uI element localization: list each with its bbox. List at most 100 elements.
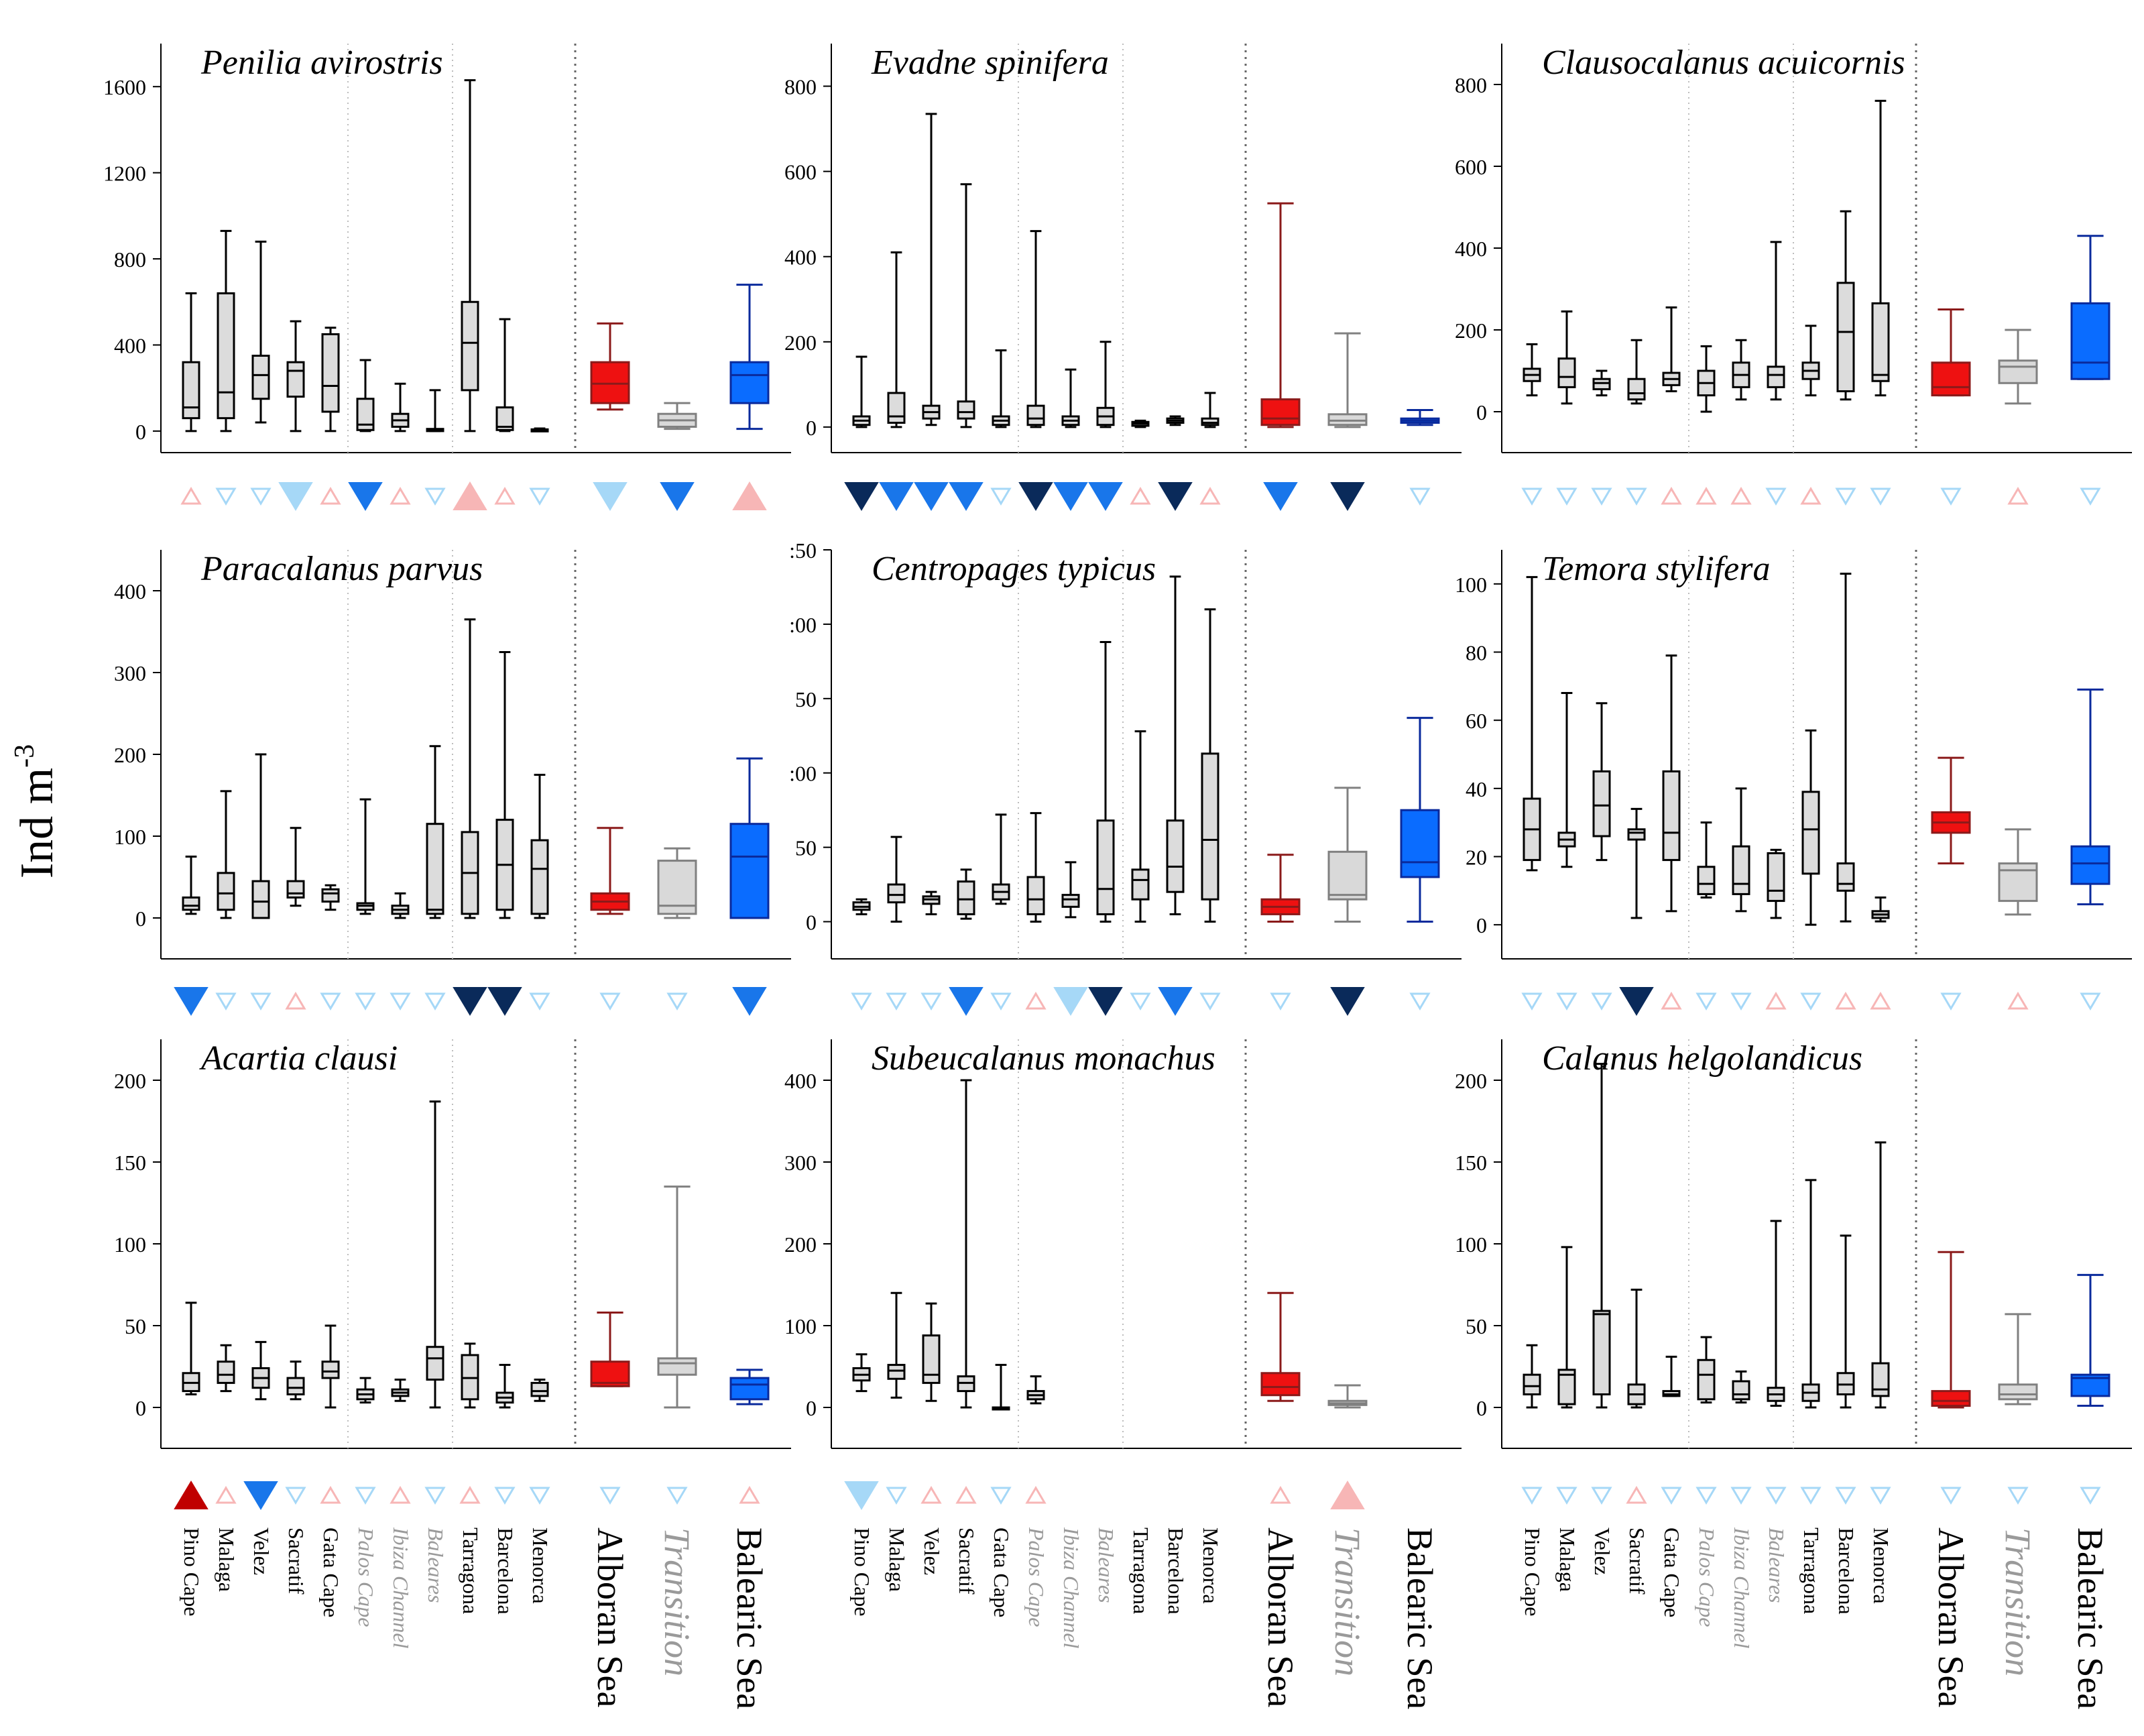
- iqr-box: [286, 361, 305, 398]
- iqr-box: [251, 880, 270, 919]
- iqr-box: [922, 1334, 941, 1384]
- y-tick-label: 50: [125, 1314, 146, 1338]
- region-box: [590, 827, 630, 915]
- station-box: [391, 382, 410, 432]
- station-trend-marker: [529, 1487, 550, 1505]
- y-tick-label: 0: [135, 420, 146, 444]
- region-box: [1931, 308, 1971, 397]
- station-label: Malaga: [885, 1527, 909, 1592]
- station-trend-marker: [949, 482, 984, 511]
- region-trend-marker: [1940, 992, 1962, 1010]
- station-box: [1201, 608, 1219, 923]
- iqr-box: [530, 839, 549, 915]
- station-box: [1592, 369, 1611, 397]
- station-trend-marker: [886, 992, 907, 1010]
- station-box: [922, 1302, 941, 1402]
- station-box: [1697, 345, 1716, 413]
- station-trend-marker: [879, 482, 914, 511]
- y-axis-label-exponent: -3: [9, 744, 40, 768]
- station-trend-marker: [1053, 482, 1088, 511]
- y-tick-label: 0: [135, 907, 146, 931]
- station-trend-marker: [215, 1486, 237, 1504]
- station-box: [1166, 575, 1185, 915]
- iqr-box: [426, 1346, 444, 1381]
- station-box: [1627, 1288, 1646, 1409]
- station-trend-marker: [1835, 487, 1856, 506]
- station-trend-marker: [424, 487, 446, 506]
- iqr-box: [1836, 862, 1855, 892]
- station-trend-marker: [285, 992, 306, 1010]
- station-trend-marker: [1591, 487, 1612, 506]
- station-trend-marker: [1695, 487, 1717, 505]
- station-trend-marker: [1695, 1487, 1717, 1505]
- station-box: [461, 618, 479, 919]
- station-box: [957, 183, 975, 428]
- station-box: [992, 1364, 1010, 1411]
- region-trend-marker: [2080, 487, 2101, 506]
- station-trend-marker: [990, 487, 1012, 506]
- y-tick-label: 600: [784, 160, 817, 184]
- y-tick-label: 400: [1455, 237, 1487, 261]
- y-axis-label: Ind m-3: [9, 744, 63, 878]
- panel-title: Penilia avirostris: [200, 44, 443, 82]
- station-trend-marker: [320, 992, 341, 1010]
- station-trend-marker: [1556, 487, 1577, 506]
- station-box: [1131, 730, 1150, 923]
- station-box: [1767, 241, 1785, 401]
- station-trend-marker: [1661, 487, 1682, 505]
- iqr-box: [1026, 404, 1045, 426]
- station-trend-marker: [1199, 487, 1221, 505]
- station-trend-marker: [886, 1487, 907, 1505]
- region-box: [1998, 329, 2038, 405]
- station-box: [182, 1301, 200, 1395]
- iqr-box: [1836, 282, 1855, 392]
- region-trend-marker: [660, 482, 695, 511]
- station-box: [1871, 1141, 1890, 1409]
- region-box: [2070, 235, 2110, 380]
- panel-1: 0 400 800 1200 1600 Penilia avirostris: [103, 44, 791, 511]
- y-tick-label: 0: [135, 1396, 146, 1420]
- iqr-box: [1767, 365, 1785, 388]
- iqr-box: [1327, 850, 1368, 901]
- station-trend-marker: [1521, 1487, 1543, 1505]
- iqr-box: [1061, 894, 1080, 908]
- region-label: Alboran Sea: [1931, 1527, 1971, 1707]
- station-label: Gata Cape: [1660, 1527, 1684, 1617]
- region-box: [2070, 688, 2110, 906]
- station-label: Menorca: [1199, 1527, 1223, 1604]
- y-tick-label: 0: [1476, 913, 1487, 937]
- station-label: Gata Cape: [319, 1527, 343, 1617]
- station-trend-marker: [1088, 482, 1123, 511]
- region-trend-marker: [1270, 992, 1291, 1010]
- station-box: [1026, 1375, 1045, 1405]
- panel-title: Paracalanus parvus: [200, 550, 483, 588]
- region-box: [1260, 854, 1301, 923]
- region-box: [657, 402, 697, 430]
- iqr-box: [1998, 1383, 2038, 1401]
- station-label: Velez: [1590, 1527, 1614, 1575]
- region-box: [1998, 1313, 2038, 1405]
- station-box: [1201, 392, 1219, 428]
- station-box: [1801, 325, 1820, 397]
- y-tick-label: 300: [784, 1151, 817, 1175]
- station-trend-marker: [1626, 1486, 1647, 1504]
- iqr-box: [957, 400, 975, 420]
- y-tick-label: 300: [114, 661, 146, 685]
- station-box: [391, 1379, 410, 1402]
- y-tick-label: 100: [114, 1232, 146, 1257]
- station-label: Baleares: [1094, 1527, 1118, 1603]
- station-box: [321, 327, 340, 432]
- station-trend-marker: [914, 482, 949, 511]
- station-box: [426, 389, 444, 432]
- region-trend-marker: [1940, 487, 1962, 506]
- panel-title: Calanus helgolandicus: [1542, 1039, 1862, 1078]
- iqr-box: [1931, 361, 1971, 397]
- region-trend-marker: [1330, 987, 1365, 1016]
- station-box: [1096, 641, 1115, 923]
- station-box: [530, 427, 549, 432]
- station-label: Velez: [920, 1527, 944, 1575]
- iqr-box: [321, 333, 340, 413]
- region-box: [1400, 717, 1440, 923]
- station-trend-marker: [1626, 487, 1647, 506]
- station-box: [1697, 1336, 1716, 1404]
